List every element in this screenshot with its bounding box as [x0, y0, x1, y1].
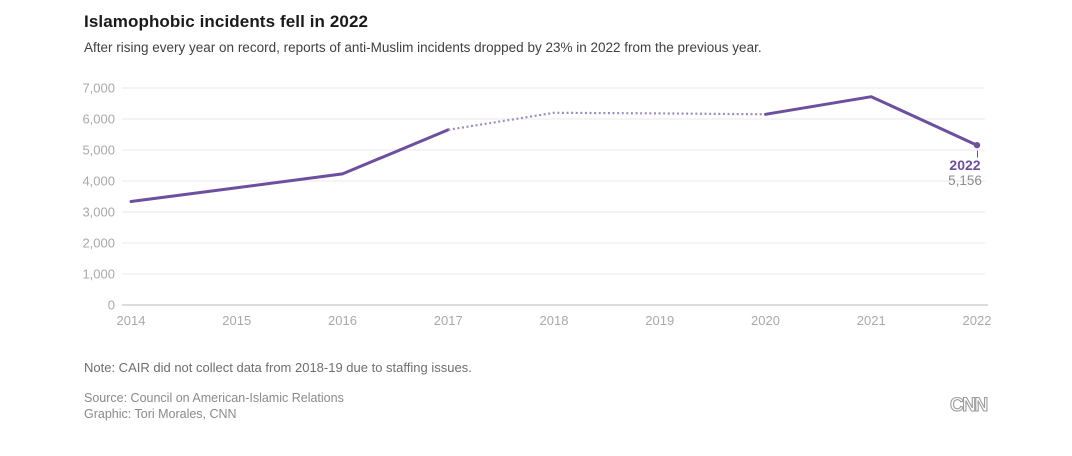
endpoint-dot — [973, 141, 981, 149]
cnn-logo-text: CNN — [950, 395, 987, 416]
chart-note: Note: CAIR did not collect data from 201… — [84, 360, 472, 375]
endpoint-year-label: 2022 — [949, 157, 981, 173]
x-tick-label: 2017 — [434, 313, 463, 328]
y-tick-label: 2,000 — [82, 236, 115, 251]
series-line-solid — [129, 128, 450, 203]
x-tick-label: 2019 — [645, 313, 674, 328]
x-tick-label: 2018 — [540, 313, 569, 328]
y-tick-label: 6,000 — [82, 112, 115, 127]
x-tick-label: 2016 — [328, 313, 357, 328]
series-line-solid — [764, 95, 979, 147]
line-chart: 0 1,000 2,000 3,000 4,000 5,000 6,000 7,000 2014… — [82, 81, 992, 329]
y-tick-label: 0 — [108, 298, 115, 313]
x-tick-label: 2021 — [857, 313, 886, 328]
chart-title: Islamophobic incidents fell in 2022 — [84, 12, 369, 31]
x-tick-label: 2014 — [117, 313, 146, 328]
source-line: Source: Council on American-Islamic Rela… — [84, 391, 344, 405]
y-tick-label: 4,000 — [82, 174, 115, 189]
endpoint-value-label: 5,156 — [948, 173, 982, 188]
x-tick-label: 2020 — [751, 313, 780, 328]
y-tick-label: 5,000 — [82, 143, 115, 158]
chart-source: Source: Council on American-Islamic Rela… — [84, 390, 344, 422]
graphic-credit-line: Graphic: Tori Morales, CNN — [84, 407, 237, 421]
x-tick-label: 2015 — [222, 313, 251, 328]
y-tick-label: 7,000 — [82, 81, 115, 96]
x-tick-label: 2022 — [963, 313, 992, 328]
y-tick-label: 3,000 — [82, 205, 115, 220]
series-line-dotted-estimate — [448, 111, 766, 131]
cnn-logo-icon: CNN — [949, 394, 989, 416]
y-tick-label: 1,000 — [82, 267, 115, 282]
chart-subtitle: After rising every year on record, repor… — [84, 40, 762, 55]
